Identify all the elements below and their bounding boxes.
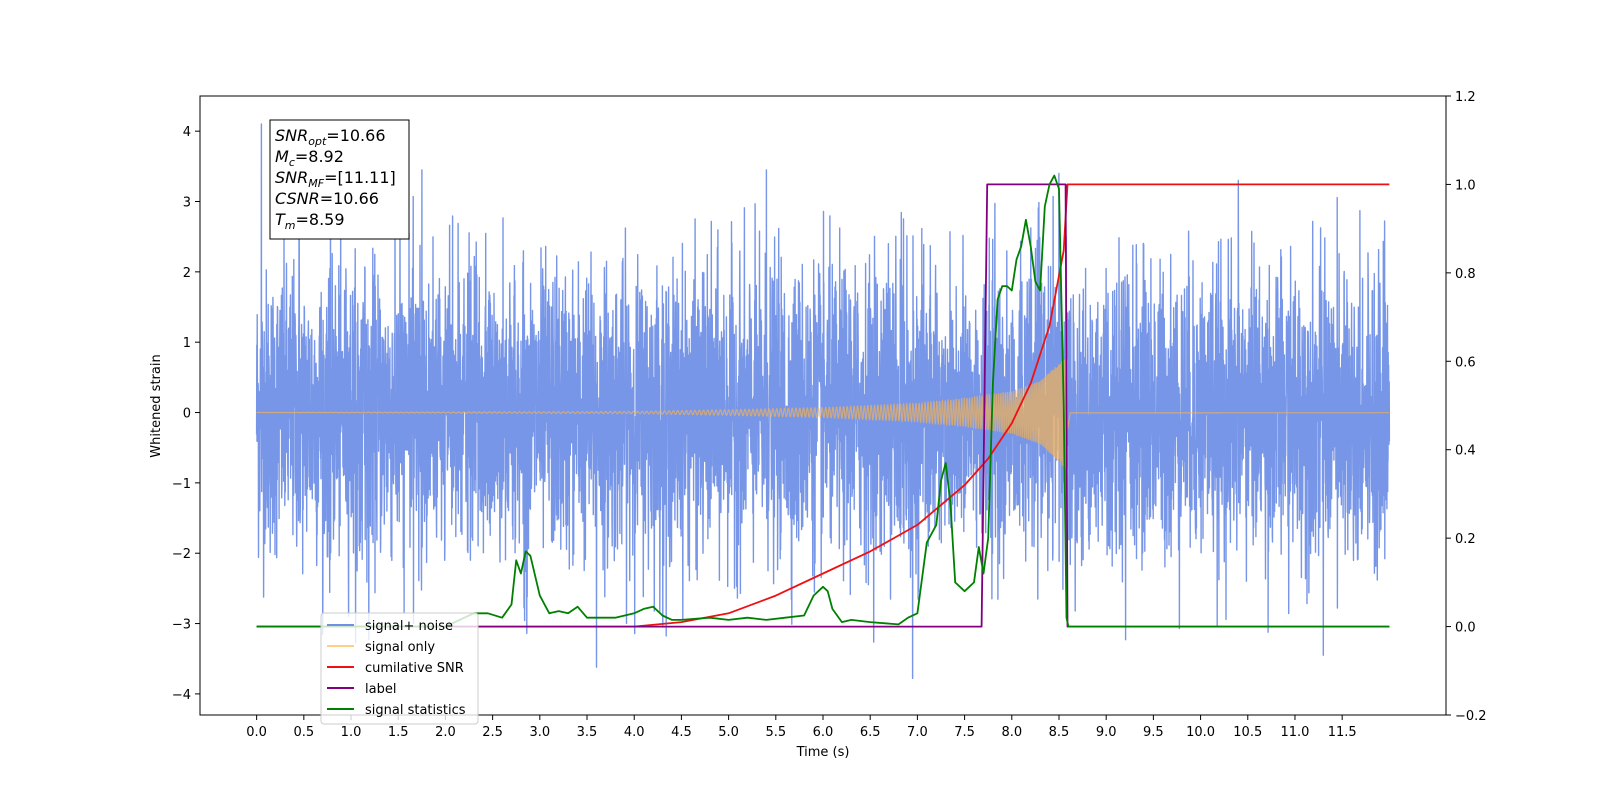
- legend-entry: cumilative SNR: [365, 661, 464, 676]
- x-axis: 0.0 0.5 1.0 1.5 2.0 2.5 3.0 3.5 4.0 4.5 5.0 5.5 6.0 6…: [246, 715, 1357, 740]
- x-tick-label: 3.0: [529, 725, 550, 740]
- plot-area: [255, 123, 1391, 680]
- y-right-tick-label: 0.8: [1455, 267, 1476, 282]
- legend-entry: label: [365, 682, 396, 697]
- info-box-line: SNRMF=[11.11]: [275, 168, 396, 190]
- y-right-tick-label: 0.4: [1455, 444, 1476, 459]
- y-axis-label: Whitened strain: [149, 354, 164, 457]
- x-tick-label: 7.5: [954, 725, 975, 740]
- x-tick-label: 0.5: [293, 725, 314, 740]
- x-tick-label: 10.5: [1233, 725, 1262, 740]
- y-axis-right: 1.2 1.0 0.8 0.6 0.4 0.2 0.0 −0.2: [1446, 90, 1487, 724]
- y-right-tick-label: −0.2: [1455, 709, 1487, 724]
- x-tick-label: 5.0: [718, 725, 739, 740]
- y-right-tick-label: 1.0: [1455, 178, 1476, 193]
- x-tick-label: 11.5: [1328, 725, 1357, 740]
- x-tick-label: 6.0: [813, 725, 834, 740]
- y-left-tick-label: 0: [183, 407, 191, 422]
- info-box-line: SNRopt=10.66: [275, 126, 386, 148]
- x-tick-label: 8.5: [1049, 725, 1070, 740]
- info-box-frame: [269, 119, 410, 240]
- y-right-tick-label: 0.0: [1455, 621, 1476, 636]
- y-left-tick-label: 3: [183, 196, 191, 211]
- series-signal-only-line: [256, 356, 1390, 469]
- y-right-tick-label: 1.2: [1455, 90, 1476, 105]
- x-axis-label: Time (s): [796, 745, 850, 760]
- x-tick-label: 10.0: [1186, 725, 1215, 740]
- x-tick-label: 4.0: [624, 725, 645, 740]
- info-box-line: Tm=8.59: [275, 210, 345, 232]
- x-tick-label: 5.5: [765, 725, 786, 740]
- info-box: SNRopt=10.66Mc=8.92SNRMF=[11.11]CSNR=10.…: [269, 119, 410, 240]
- legend: signal+ noise signal only cumilative SNR la…: [320, 612, 479, 725]
- x-tick-label: 4.5: [671, 725, 692, 740]
- y-left-tick-label: −2: [172, 547, 191, 562]
- x-tick-label: 9.0: [1096, 725, 1117, 740]
- series-signal-noise-line: [255, 123, 1391, 680]
- y-left-tick-label: −1: [172, 477, 191, 492]
- x-tick-label: 0.0: [246, 725, 267, 740]
- legend-frame: [320, 612, 479, 725]
- y-left-tick-label: −4: [172, 688, 191, 703]
- x-tick-label: 7.0: [907, 725, 928, 740]
- x-tick-label: 11.0: [1280, 725, 1309, 740]
- y-left-tick-label: −3: [172, 618, 191, 633]
- x-tick-label: 3.5: [577, 725, 598, 740]
- x-tick-label: 1.0: [341, 725, 362, 740]
- x-tick-label: 1.5: [388, 725, 409, 740]
- legend-entry: signal+ noise: [365, 619, 453, 634]
- info-box-line: CSNR=10.66: [275, 189, 379, 208]
- x-tick-label: 2.5: [482, 725, 503, 740]
- y-right-tick-label: 0.6: [1455, 355, 1476, 370]
- series-signal-statistics-line: [256, 174, 1390, 628]
- legend-entry: signal only: [365, 640, 435, 655]
- y-axis-left: 4 3 2 1 0 −1 −2 −3 −4: [172, 125, 200, 703]
- info-box-line: Mc=8.92: [275, 147, 344, 169]
- y-left-tick-label: 2: [183, 266, 191, 281]
- y-right-tick-label: 0.2: [1455, 532, 1476, 547]
- x-tick-label: 2.0: [435, 725, 456, 740]
- y-left-tick-label: 1: [183, 336, 191, 351]
- y-left-tick-label: 4: [183, 125, 191, 140]
- x-tick-label: 6.5: [860, 725, 881, 740]
- x-tick-label: 9.5: [1143, 725, 1164, 740]
- x-tick-label: 8.0: [1001, 725, 1022, 740]
- legend-entry: signal statistics: [365, 703, 466, 718]
